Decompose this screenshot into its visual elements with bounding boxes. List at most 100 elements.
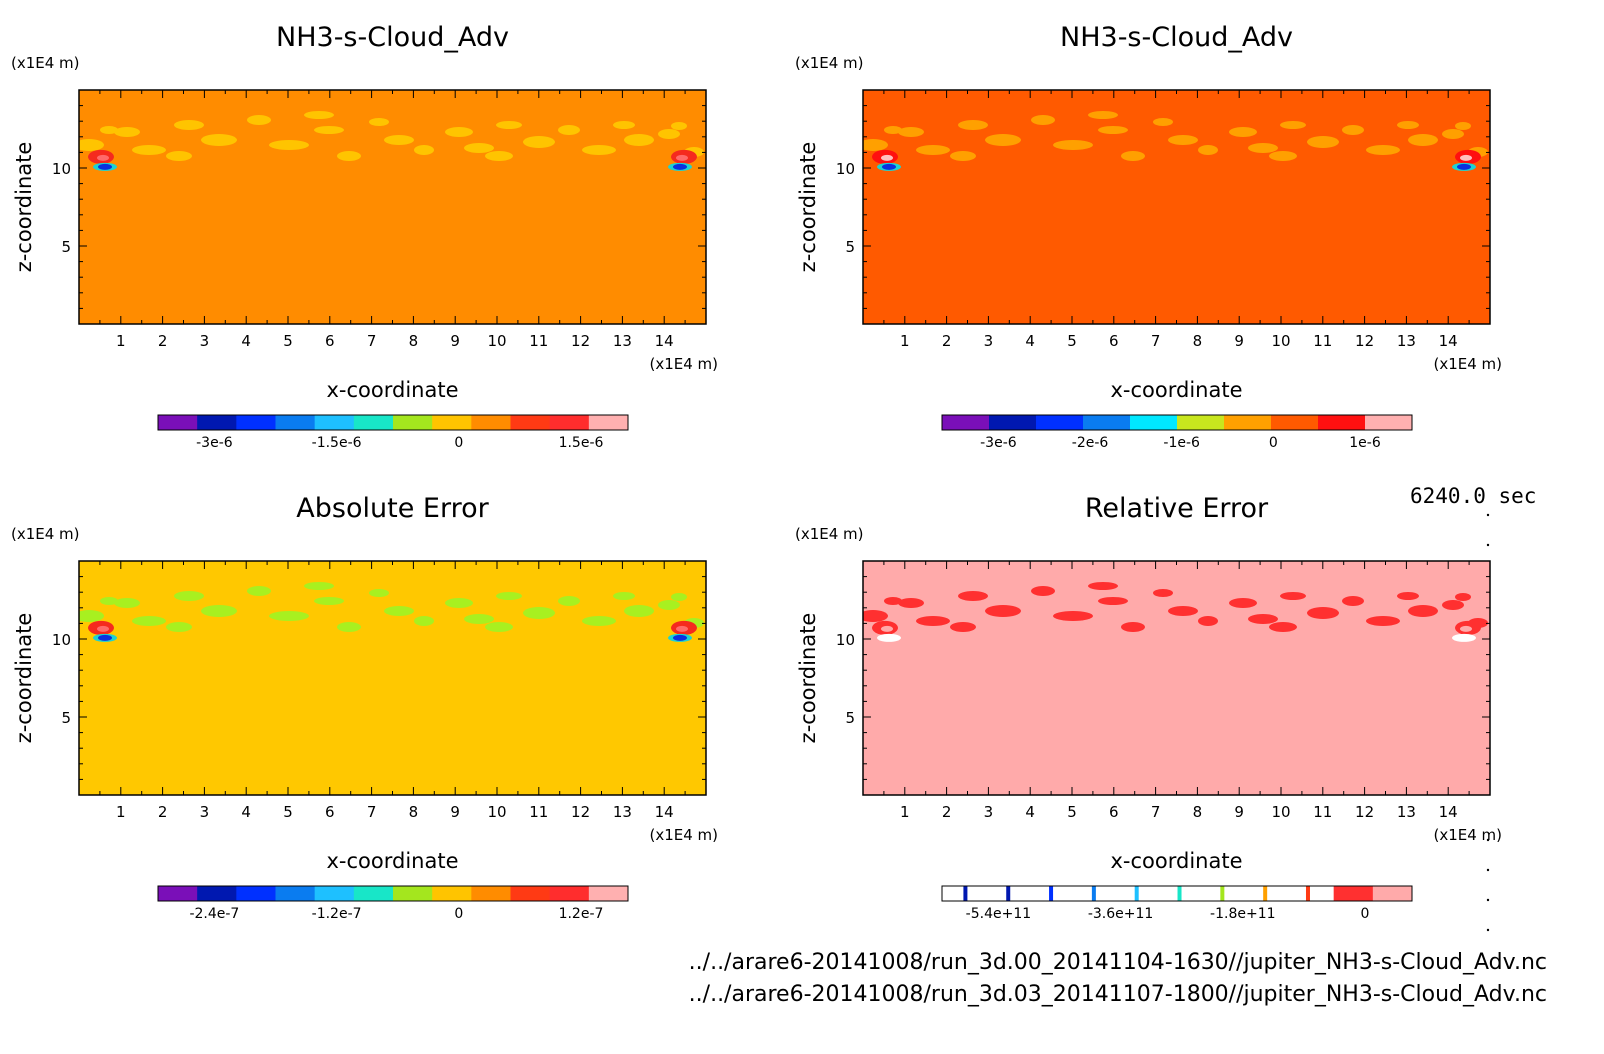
cloud-blob — [1269, 622, 1297, 632]
colorbar-swatch — [1177, 415, 1225, 430]
cloud-blob — [1280, 121, 1306, 129]
edge-pink-feature — [97, 154, 109, 161]
colorbar-tick-label: 0 — [454, 906, 463, 922]
cloud-blob — [269, 611, 309, 621]
cloud-blob — [1342, 596, 1364, 606]
cloud-blob — [1168, 606, 1198, 616]
cloud-blob — [166, 622, 192, 632]
x-tick-label: 12 — [1355, 332, 1374, 350]
colorbar-swatch — [588, 886, 629, 901]
colorbar-swatch — [1255, 886, 1295, 901]
colorbar-swatch — [314, 415, 355, 430]
cloud-blob — [79, 139, 104, 151]
cloud-blob — [314, 597, 344, 605]
y-tick-label: 5 — [845, 238, 855, 256]
colorbar-swatch — [393, 415, 433, 430]
y-unit-label: (x1E4 m) — [11, 54, 80, 72]
edge-blue-feature — [673, 163, 687, 170]
x-tick-label: 1 — [900, 332, 910, 350]
edge-blue-feature — [1457, 163, 1471, 170]
colorbar-tick-label: -2.4e-7 — [189, 906, 239, 922]
cloud-blob — [1098, 597, 1128, 605]
colorbar-tick-label: 0 — [1269, 435, 1278, 451]
colorbar-frame — [157, 414, 629, 431]
edge-dot — [1486, 838, 1490, 842]
cloud-blob — [1455, 122, 1471, 130]
y-tick-label: 10 — [836, 631, 855, 649]
cloud-blob — [314, 126, 344, 134]
colorbar-swatch — [432, 886, 472, 901]
plot-background — [863, 90, 1490, 324]
y-tick-label: 10 — [52, 160, 71, 178]
edge-dot — [1486, 868, 1490, 872]
x-tick-label: 11 — [1313, 332, 1332, 350]
x-unit-label: (x1E4 m) — [649, 826, 718, 844]
colorbar-swatch — [510, 886, 551, 901]
x-unit-label: (x1E4 m) — [1433, 826, 1502, 844]
panel-title: Relative Error — [1085, 493, 1269, 524]
cloud-blob — [496, 121, 522, 129]
y-axis-label: z-coordinate — [796, 613, 820, 744]
x-axis-label: x-coordinate — [1110, 849, 1242, 873]
colorbar-contour-line — [1305, 886, 1310, 901]
colorbar-swatch — [236, 415, 276, 430]
cloud-band — [863, 582, 1488, 642]
x-tick-label: 14 — [655, 803, 674, 821]
colorbar-swatch — [1318, 415, 1366, 430]
cloud-blob — [884, 597, 902, 605]
x-tick-label: 11 — [1313, 803, 1332, 821]
x-tick-label: 3 — [984, 332, 994, 350]
y-unit-label: (x1E4 m) — [11, 525, 80, 543]
cloud-blob — [898, 127, 924, 137]
cloud-blob — [582, 145, 616, 155]
panel-2: NH3-s-Cloud_Adv(x1E4 m)1 2 3 4 5 6 7 8 9 10 11 12 13… — [795, 22, 1502, 451]
cloud-blob — [1053, 611, 1093, 621]
x-tick-label: 11 — [529, 803, 548, 821]
colorbar-swatch — [1036, 415, 1084, 430]
colorbar-swatch — [353, 886, 394, 901]
x-tick-label: 7 — [1151, 332, 1161, 350]
cloud-blob — [132, 145, 166, 155]
x-tick-label: 14 — [1439, 332, 1458, 350]
colorbar-swatch — [942, 415, 990, 430]
plot-background — [79, 561, 706, 795]
colorbar-tick-label: 0 — [454, 435, 463, 451]
colorbar-swatch — [432, 415, 472, 430]
y-axis-label: z-coordinate — [12, 613, 36, 744]
cloud-blob — [985, 605, 1021, 617]
cloud-blob — [958, 591, 988, 601]
x-tick-label: 13 — [613, 803, 632, 821]
y-axis-label: z-coordinate — [796, 142, 820, 273]
x-tick-label: 6 — [325, 332, 335, 350]
x-tick-label: 4 — [241, 803, 251, 821]
cloud-blob — [558, 596, 580, 606]
cloud-blob — [132, 616, 166, 626]
cloud-blob — [1121, 622, 1145, 632]
cloud-blob — [863, 139, 888, 151]
plot-background — [79, 90, 706, 324]
y-tick-label: 5 — [61, 709, 71, 727]
cloud-blob — [1053, 140, 1093, 150]
colorbar-swatch — [1083, 415, 1131, 430]
cloud-blob — [414, 145, 434, 155]
cloud-blob — [613, 121, 635, 129]
colorbar-swatch — [1098, 886, 1139, 901]
cloud-blob — [1269, 151, 1297, 161]
cloud-blob — [247, 115, 271, 125]
cloud-blob — [1248, 143, 1278, 153]
cloud-blob — [496, 592, 522, 600]
colorbar-tick-label: -2e-6 — [1072, 435, 1109, 451]
colorbar-tick-label: 1.5e-6 — [559, 435, 604, 451]
y-unit-label: (x1E4 m) — [795, 54, 864, 72]
edge-dot — [1486, 543, 1490, 547]
cloud-blob — [1455, 593, 1471, 601]
colorbar-swatch — [236, 886, 276, 901]
x-tick-label: 9 — [450, 803, 460, 821]
x-axis-label: x-coordinate — [1110, 378, 1242, 402]
cloud-blob — [247, 586, 271, 596]
y-tick-label: 5 — [61, 238, 71, 256]
cloud-blob — [1366, 616, 1400, 626]
cloud-blob — [658, 129, 680, 139]
colorbar-contour-line — [1263, 886, 1268, 901]
